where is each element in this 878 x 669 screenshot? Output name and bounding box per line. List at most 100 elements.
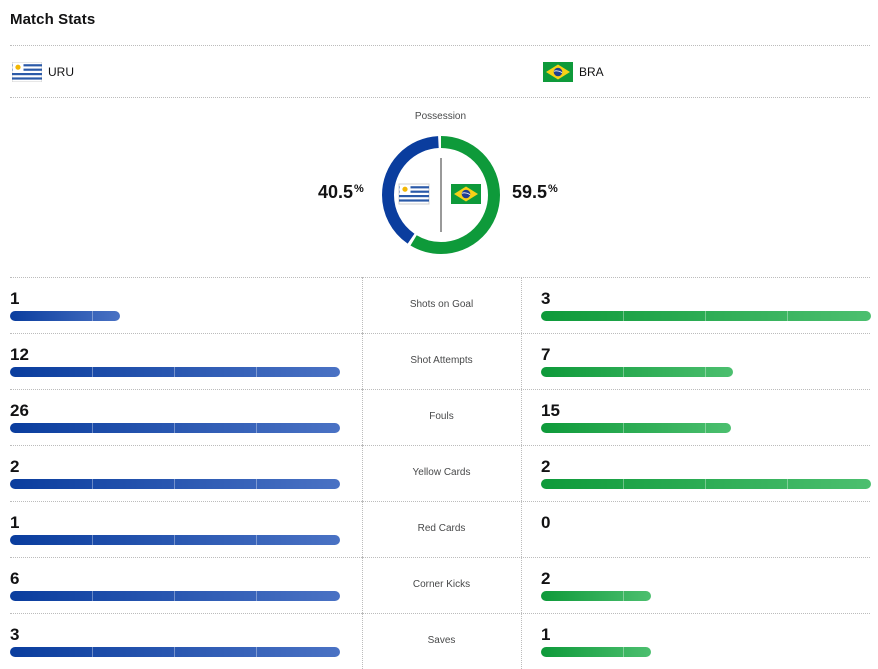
home-stat-bar bbox=[10, 535, 340, 545]
bar-segment-divider bbox=[92, 647, 93, 657]
bar-segment-divider bbox=[92, 367, 93, 377]
home-possession-number: 40.5 bbox=[318, 182, 354, 202]
away-team-abbr: BRA bbox=[579, 65, 604, 79]
bar-segment-divider bbox=[787, 311, 788, 321]
bar-segment-divider bbox=[623, 647, 624, 657]
brazil-flag-icon bbox=[451, 184, 481, 204]
home-stat-value: 2 bbox=[10, 457, 20, 476]
bar-segment-divider bbox=[174, 647, 175, 657]
uruguay-flag-icon bbox=[12, 62, 42, 82]
column-divider bbox=[362, 277, 363, 333]
bar-segment-divider bbox=[623, 591, 624, 601]
divider bbox=[10, 389, 870, 390]
divider bbox=[10, 333, 870, 334]
away-stat-value: 15 bbox=[541, 401, 560, 420]
bar-segment-divider bbox=[256, 367, 257, 377]
bar-segment-divider bbox=[787, 479, 788, 489]
bar-segment-divider bbox=[623, 367, 624, 377]
away-possession-number: 59.5 bbox=[512, 182, 548, 202]
bar-segment-divider bbox=[256, 423, 257, 433]
bar-segment-divider bbox=[174, 479, 175, 489]
away-stat-value: 7 bbox=[541, 345, 551, 364]
stat-label: Saves bbox=[427, 635, 456, 646]
column-divider bbox=[362, 389, 363, 445]
home-stat-value: 3 bbox=[10, 625, 20, 644]
home-possession-value: 40.5% bbox=[318, 182, 364, 203]
stat-label: Shot Attempts bbox=[410, 355, 473, 366]
possession-label: Possession bbox=[414, 111, 467, 122]
bar-segment-divider bbox=[174, 367, 175, 377]
percent-sign: % bbox=[354, 183, 364, 195]
home-stat-bar bbox=[10, 479, 340, 489]
home-stat-bar bbox=[10, 647, 340, 657]
bar-segment-divider bbox=[92, 311, 93, 321]
bar-segment-divider bbox=[705, 311, 706, 321]
bar-segment-divider bbox=[623, 311, 624, 321]
column-divider bbox=[521, 613, 522, 669]
home-stat-bar bbox=[10, 367, 340, 377]
divider bbox=[10, 557, 870, 558]
bar-segment-divider bbox=[256, 591, 257, 601]
divider bbox=[10, 45, 870, 46]
divider bbox=[10, 501, 870, 502]
away-possession-arc bbox=[382, 136, 500, 254]
column-divider bbox=[521, 501, 522, 557]
stat-row: 6 Corner Kicks 2 bbox=[10, 557, 872, 613]
column-divider bbox=[521, 445, 522, 501]
bar-segment-divider bbox=[92, 591, 93, 601]
bar-segment-divider bbox=[256, 479, 257, 489]
home-team-abbr: URU bbox=[48, 65, 74, 79]
home-stat-value: 12 bbox=[10, 345, 29, 364]
stat-row: 2 Yellow Cards 2 bbox=[10, 445, 872, 501]
divider bbox=[10, 613, 870, 614]
divider bbox=[10, 445, 870, 446]
bar-segment-divider bbox=[92, 423, 93, 433]
possession-donut-chart bbox=[382, 136, 500, 254]
stat-label: Yellow Cards bbox=[412, 467, 471, 478]
stat-row: 3 Saves 1 bbox=[10, 613, 872, 669]
column-divider bbox=[521, 333, 522, 389]
column-divider bbox=[362, 557, 363, 613]
away-stat-bar bbox=[541, 423, 732, 433]
home-stat-value: 1 bbox=[10, 289, 20, 308]
bar-segment-divider bbox=[174, 423, 175, 433]
stat-row: 1 Red Cards 0 bbox=[10, 501, 872, 557]
divider bbox=[10, 97, 870, 98]
brazil-flag-icon bbox=[543, 62, 573, 82]
away-stat-value: 0 bbox=[541, 513, 551, 532]
bar-segment-divider bbox=[256, 647, 257, 657]
stat-label: Shots on Goal bbox=[409, 299, 474, 310]
bar-segment-divider bbox=[705, 367, 706, 377]
away-stat-bar bbox=[541, 591, 651, 601]
home-possession-arc bbox=[382, 136, 500, 254]
bar-segment-divider bbox=[174, 591, 175, 601]
home-stat-value: 1 bbox=[10, 513, 20, 532]
away-stat-value: 3 bbox=[541, 289, 551, 308]
away-stat-value: 1 bbox=[541, 625, 551, 644]
column-divider bbox=[362, 501, 363, 557]
bar-segment-divider bbox=[256, 535, 257, 545]
column-divider bbox=[521, 277, 522, 333]
bar-segment-divider bbox=[623, 423, 624, 433]
divider bbox=[10, 277, 870, 278]
away-stat-bar bbox=[541, 647, 651, 657]
bar-segment-divider bbox=[92, 535, 93, 545]
column-divider bbox=[362, 333, 363, 389]
uruguay-flag-icon bbox=[398, 183, 430, 205]
stat-row: 1 Shots on Goal 3 bbox=[10, 277, 872, 333]
percent-sign: % bbox=[548, 183, 558, 195]
bar-segment-divider bbox=[623, 479, 624, 489]
stat-row: 12 Shot Attempts 7 bbox=[10, 333, 872, 389]
stat-label: Corner Kicks bbox=[412, 579, 471, 590]
bar-segment-divider bbox=[705, 423, 706, 433]
home-stat-value: 6 bbox=[10, 569, 20, 588]
page-title: Match Stats bbox=[10, 11, 96, 28]
bar-segment-divider bbox=[174, 535, 175, 545]
column-divider bbox=[521, 557, 522, 613]
bar-segment-divider bbox=[92, 479, 93, 489]
away-stat-bar bbox=[541, 311, 871, 321]
column-divider bbox=[362, 445, 363, 501]
column-divider bbox=[362, 613, 363, 669]
bar-segment-divider bbox=[705, 479, 706, 489]
away-team-header: BRA bbox=[543, 62, 604, 82]
